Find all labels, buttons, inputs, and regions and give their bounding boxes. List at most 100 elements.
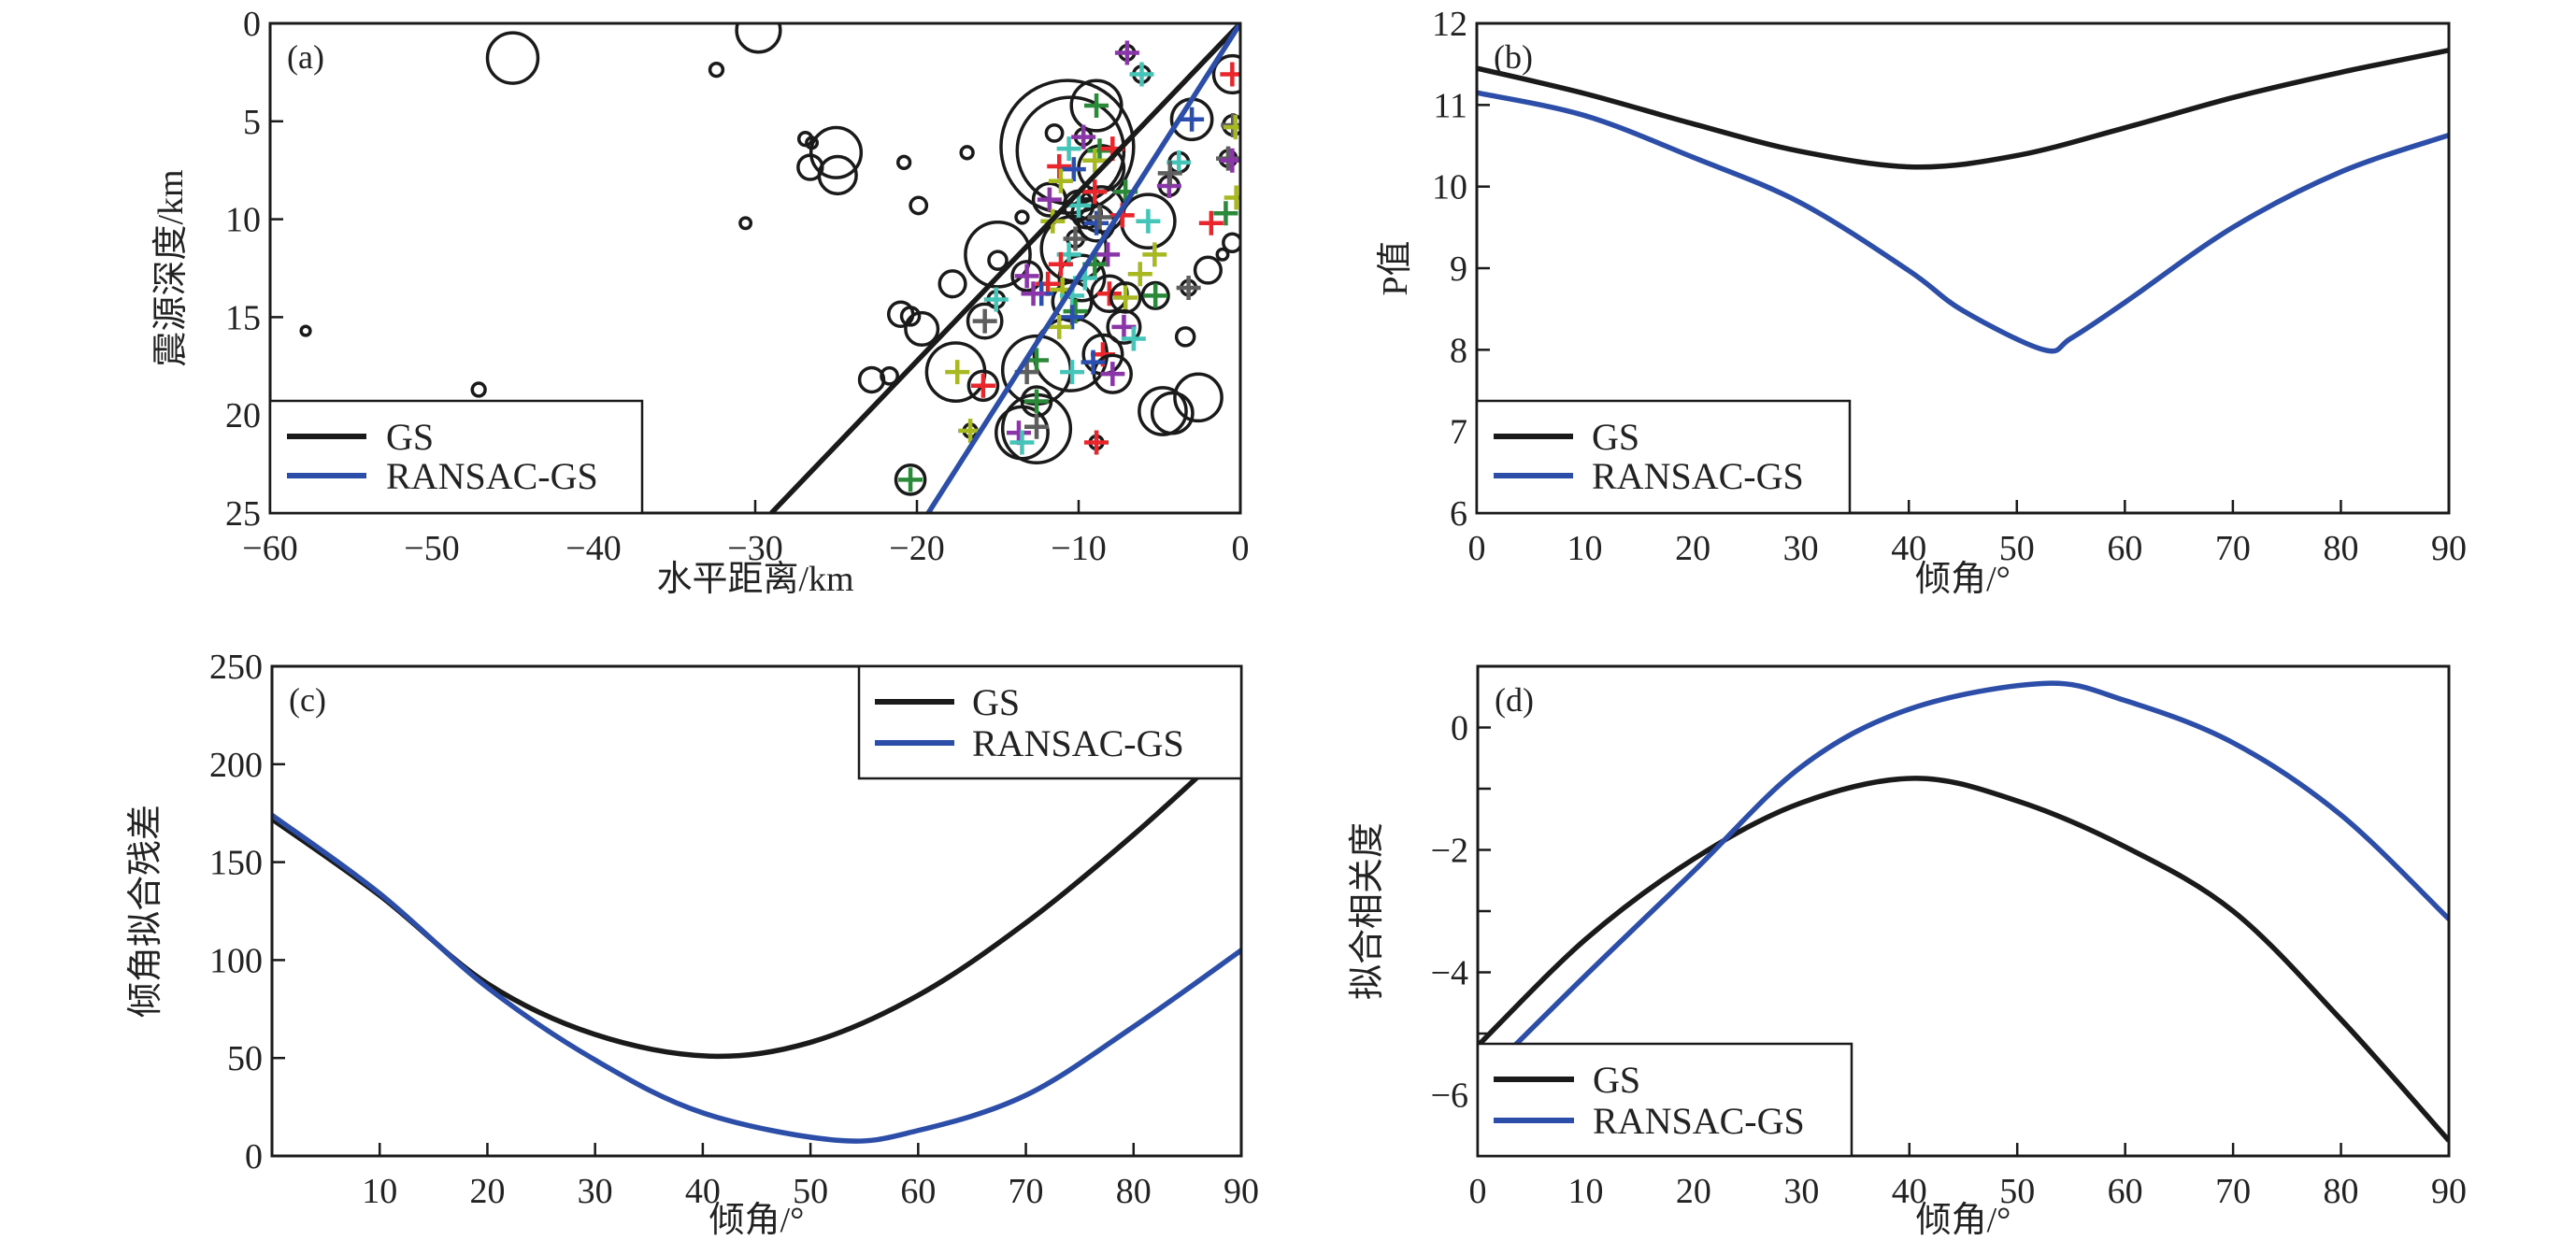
x-tick-label: 20 xyxy=(469,1172,505,1211)
x-tick-label: 60 xyxy=(2108,1172,2143,1211)
event-cross xyxy=(1224,185,1240,210)
y-tick-label: 9 xyxy=(1450,250,1467,289)
event-circle xyxy=(959,145,975,161)
event-cross xyxy=(1060,360,1085,385)
event-cross xyxy=(1082,148,1108,173)
event-cross xyxy=(1121,326,1146,351)
event-circle xyxy=(909,195,929,216)
event-cross xyxy=(1014,264,1039,289)
event-circle xyxy=(470,381,487,398)
event-cross xyxy=(1060,305,1085,330)
series-line-ransac-gs xyxy=(1477,90,2449,354)
panel-a: −60 −50 −40 −30 −20 −10 0 0 5 10 15 20 25 水平距离/km 震源深度… xyxy=(151,5,1250,599)
x-tick-label: 60 xyxy=(900,1172,936,1211)
event-cross xyxy=(1082,179,1108,205)
x-tick-label: 80 xyxy=(2323,529,2358,568)
event-cross xyxy=(1198,210,1224,235)
event-circle xyxy=(1215,247,1230,262)
event-cross xyxy=(1113,285,1138,310)
event-cross xyxy=(1056,136,1081,162)
event-circle xyxy=(1044,122,1065,143)
event-cross xyxy=(1084,210,1109,235)
y-tick-label: 6 xyxy=(1450,494,1467,534)
event-circle xyxy=(966,302,1004,340)
series-line-ransac-gs xyxy=(1478,680,2449,1085)
event-circle xyxy=(899,306,922,327)
event-cross xyxy=(1066,193,1091,218)
y-axis-label: 震源深度/km xyxy=(151,169,191,366)
event-circle xyxy=(1193,255,1223,285)
x-tick-label: 70 xyxy=(1009,1172,1044,1211)
event-circle xyxy=(904,310,940,348)
event-cross xyxy=(1024,414,1050,439)
event-circle xyxy=(964,220,1032,289)
legend-box xyxy=(857,664,1243,780)
x-tick-label: 80 xyxy=(2324,1172,2359,1211)
legend-label-ransac-gs: RANSAC-GS xyxy=(386,455,598,497)
y-tick-label: 15 xyxy=(225,298,261,337)
x-tick-label: 50 xyxy=(793,1172,828,1211)
event-cross xyxy=(983,287,1009,312)
event-circle xyxy=(1211,53,1240,95)
x-tick-label: 40 xyxy=(685,1172,721,1211)
y-tick-label: 0 xyxy=(243,5,261,44)
x-tick-label: 70 xyxy=(2215,529,2251,568)
y-tick-label: −6 xyxy=(1431,1077,1468,1116)
x-tick-label: 20 xyxy=(1675,529,1710,568)
event-cross xyxy=(1180,107,1205,132)
event-cross xyxy=(1176,275,1201,300)
event-circle xyxy=(937,269,967,299)
y-tick-label: 0 xyxy=(1451,709,1468,749)
event-cross xyxy=(1063,226,1088,251)
x-tick-label: 70 xyxy=(2215,1172,2251,1211)
legend-box xyxy=(1475,399,1852,515)
x-tick-label: 20 xyxy=(1676,1172,1711,1211)
event-circle xyxy=(1140,280,1170,310)
y-axis-label: 倾角拟合残差 xyxy=(126,805,165,1018)
event-cross xyxy=(1087,205,1112,230)
x-tick-label: 10 xyxy=(1567,529,1603,568)
event-circle xyxy=(735,23,782,54)
x-tick-label: 90 xyxy=(2431,1172,2467,1211)
y-tick-label: 12 xyxy=(1432,5,1467,44)
y-tick-label: 8 xyxy=(1450,331,1467,370)
legend-box xyxy=(1476,1042,1853,1158)
legend-label-ransac-gs: RANSAC-GS xyxy=(1592,455,1804,497)
event-cross xyxy=(1114,40,1139,65)
event-circle xyxy=(1138,386,1188,436)
legend-label-gs: GS xyxy=(386,416,434,458)
event-circle xyxy=(1014,209,1030,225)
x-tick-label: −40 xyxy=(565,529,621,568)
event-circle xyxy=(880,365,899,386)
x-tick-label: 50 xyxy=(1999,529,2035,568)
y-tick-label: 25 xyxy=(225,494,261,534)
event-cross xyxy=(1047,314,1072,339)
x-tick-label: 80 xyxy=(1116,1172,1152,1211)
y-axis-label: 拟合相关度 xyxy=(1348,822,1387,1000)
panel-label: (d) xyxy=(1495,681,1534,719)
event-cross xyxy=(898,467,923,492)
x-tick-label: 30 xyxy=(578,1172,613,1211)
event-cross xyxy=(1063,299,1088,324)
event-cross xyxy=(1223,115,1240,140)
series-line-gs xyxy=(1478,776,2449,1143)
x-axis-label: 水平距离/km xyxy=(656,560,853,599)
plot-area xyxy=(272,734,1241,1144)
x-axis-label: 倾角/° xyxy=(1916,1201,2011,1240)
x-axis-label: 倾角/° xyxy=(709,1201,805,1240)
x-tick-label: −10 xyxy=(1051,529,1106,568)
x-tick-label: 0 xyxy=(1232,529,1250,568)
event-circle xyxy=(1069,78,1123,133)
event-circle xyxy=(987,250,1009,271)
x-tick-label: −20 xyxy=(889,529,944,568)
x-tick-label: 40 xyxy=(1892,1172,1927,1211)
panel-label: (c) xyxy=(289,681,326,719)
x-tick-label: 10 xyxy=(1567,1172,1603,1211)
event-circle xyxy=(1173,372,1224,423)
event-cross xyxy=(1021,281,1046,307)
x-tick-label: 0 xyxy=(1468,529,1486,568)
